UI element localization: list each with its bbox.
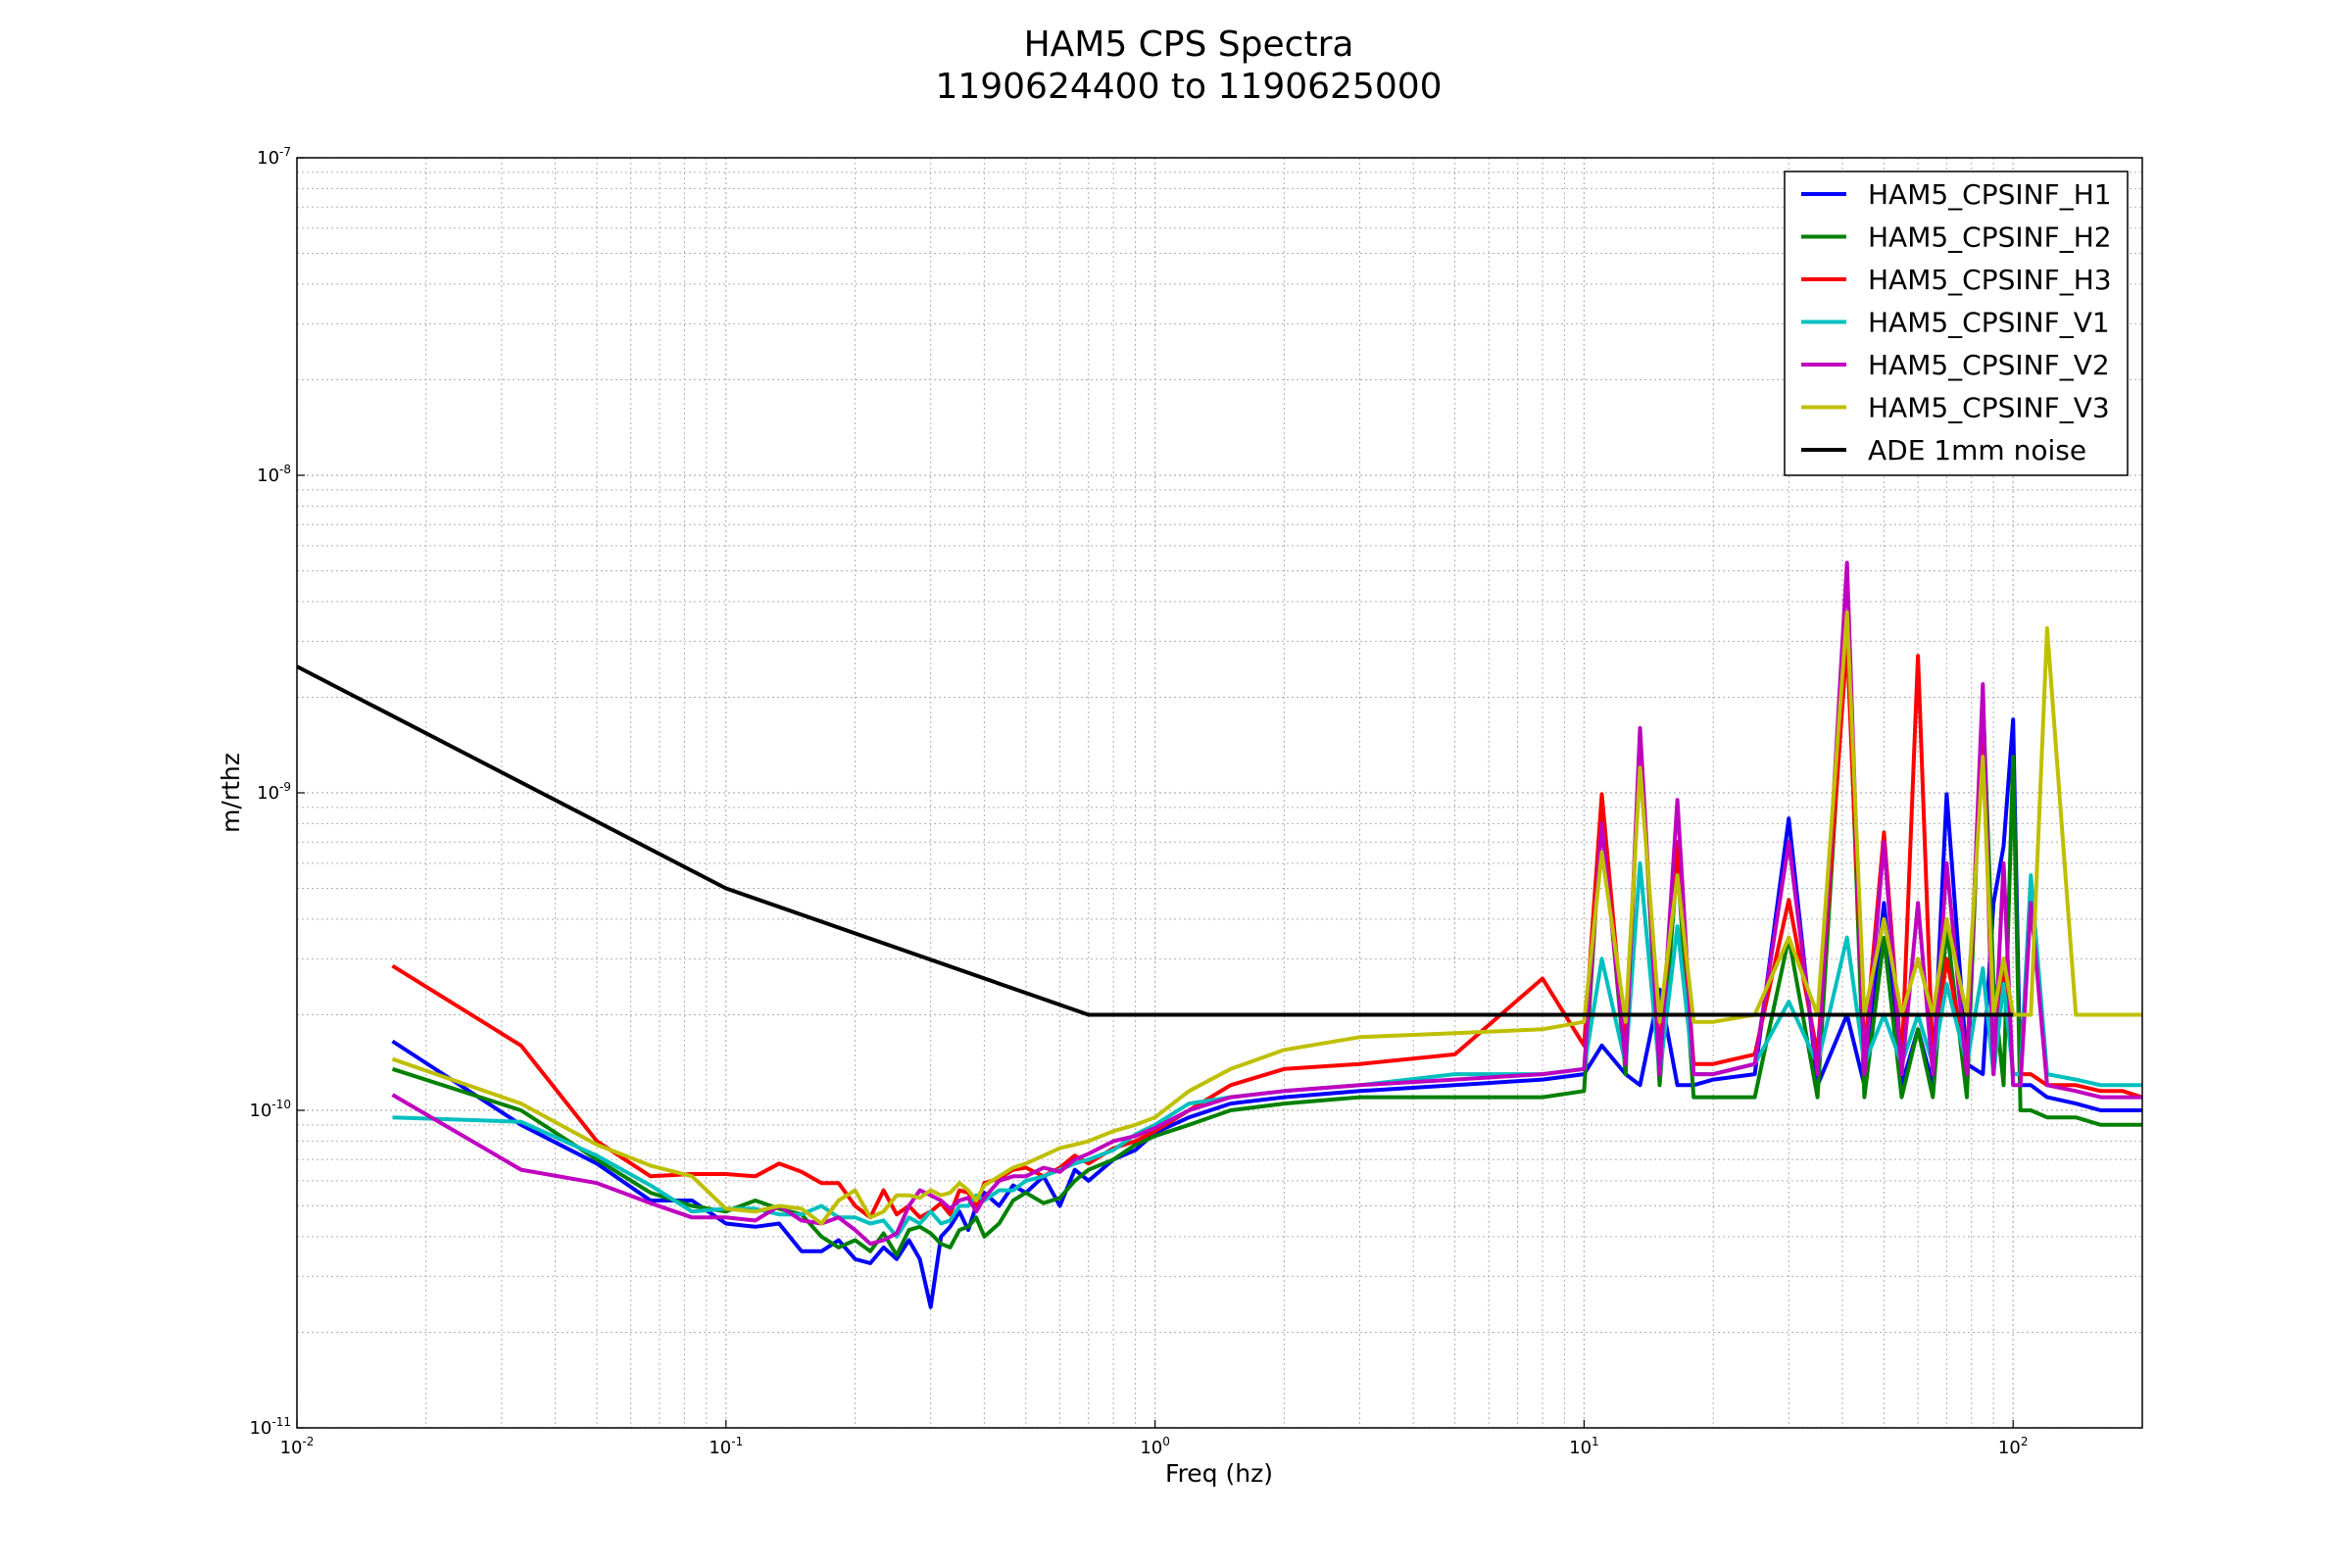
y-tick-label: 10-8	[257, 463, 291, 486]
y-axis-label: m/rthz	[217, 753, 245, 833]
y-tick-label: 10-7	[257, 145, 291, 169]
series-line-1	[391, 717, 2142, 1309]
legend-label: HAM5_CPSINF_H3	[1868, 264, 2112, 296]
legend-label: HAM5_CPSINF_V1	[1868, 307, 2110, 339]
x-tick-label: 100	[1140, 1435, 1170, 1458]
x-tick-label: 101	[1569, 1435, 1599, 1458]
legend-label: HAM5_CPSINF_H2	[1868, 221, 2112, 254]
legend-label: HAM5_CPSINF_H1	[1868, 178, 2112, 211]
legend-label: HAM5_CPSINF_V2	[1868, 349, 2110, 381]
x-tick-label: 10-2	[280, 1435, 315, 1458]
legend: HAM5_CPSINF_H1 HAM5_CPSINF_H2 HAM5_CPSINF_…	[1784, 171, 2129, 476]
series-layer	[296, 561, 2143, 1309]
series-line-7	[296, 664, 2014, 1017]
y-tick-label: 10-10	[249, 1098, 291, 1121]
legend-label: HAM5_CPSINF_V3	[1868, 392, 2110, 424]
legend-label: ADE 1mm noise	[1868, 434, 2086, 466]
series-line-6	[391, 610, 2142, 1226]
grid	[296, 157, 2143, 1429]
tick-layer: 10-2 10-1 100 101 102 10-11 10-10 10-9 10-8 10-7	[249, 145, 2028, 1458]
x-axis-label: Freq (hz)	[1165, 1459, 1273, 1488]
y-tick-label: 10-11	[249, 1415, 291, 1439]
series-line-4	[392, 860, 2142, 1239]
chart-subtitle: 1190624400 to 1190625000	[935, 67, 1442, 107]
x-tick-label: 102	[1998, 1435, 2029, 1458]
chart-title: HAM5 CPS Spectra	[1024, 24, 1354, 65]
plot-area-frame	[296, 157, 2143, 1429]
series-line-3	[391, 639, 2143, 1220]
y-tick-label: 10-9	[257, 780, 291, 804]
x-tick-label: 10-1	[709, 1435, 743, 1458]
